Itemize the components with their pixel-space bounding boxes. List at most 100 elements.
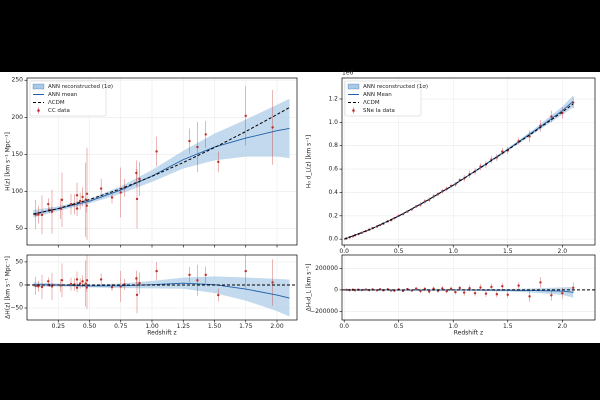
data-point bbox=[454, 290, 457, 294]
plot-area bbox=[33, 86, 290, 240]
y-axis-label: H(z) [km s⁻¹ Mpc⁻¹] bbox=[5, 132, 12, 191]
data-point bbox=[244, 114, 247, 118]
data-point bbox=[204, 133, 207, 136]
y-tick-label: −200000 bbox=[310, 308, 338, 315]
data-point bbox=[473, 291, 477, 295]
data-point bbox=[50, 285, 54, 288]
panel: 0.25 0.50 0.75 1.00 1.25 1.50 1.75 2.00 −50 0 50ΔH… bbox=[5, 254, 298, 337]
data-point bbox=[47, 280, 50, 283]
legend-box bbox=[29, 80, 107, 117]
data-point bbox=[85, 192, 89, 195]
y-axis-label: ΔH(z) [km s⁻¹ Mpc⁻¹] bbox=[5, 256, 12, 319]
data-point bbox=[78, 199, 82, 203]
x-tick-label: 0.0 bbox=[339, 323, 349, 330]
data-point bbox=[204, 273, 207, 277]
data-point bbox=[196, 279, 199, 282]
data-point bbox=[69, 282, 73, 286]
x-tick-label: 0.0 bbox=[339, 248, 349, 255]
line-series bbox=[344, 103, 574, 240]
data-point bbox=[75, 194, 79, 197]
panel: 0.0 0.5 1.0 1.5 2.0 0.0 0.2 0.4 0.6 0.8 1.0 1.2 H₀ d… bbox=[306, 70, 596, 255]
data-point bbox=[99, 187, 103, 190]
data-point bbox=[81, 195, 84, 199]
data-point bbox=[501, 284, 504, 288]
data-point bbox=[539, 281, 542, 284]
data-point bbox=[99, 278, 103, 281]
data-point bbox=[85, 286, 88, 289]
data-point bbox=[458, 286, 461, 290]
data-point bbox=[138, 177, 141, 181]
data-point bbox=[75, 278, 79, 281]
axes-frame bbox=[341, 254, 596, 321]
legend-label: CC data bbox=[48, 108, 70, 114]
x-tick-label: 2.0 bbox=[558, 248, 568, 255]
data-point bbox=[75, 286, 79, 289]
data-point bbox=[40, 213, 44, 217]
legend-label: SNe Ia data bbox=[363, 108, 395, 114]
x-tick-label: 0.5 bbox=[394, 248, 404, 255]
y-tick-label: 50 bbox=[15, 225, 23, 232]
y-tick-label: −50 bbox=[10, 305, 23, 312]
y-tick-label: 0.4 bbox=[328, 189, 338, 196]
data-point bbox=[119, 191, 122, 194]
axes-frame bbox=[26, 254, 298, 321]
data-point bbox=[135, 171, 138, 175]
y-tick-label: 1.2 bbox=[328, 96, 338, 103]
data-point bbox=[528, 295, 531, 298]
line-series bbox=[33, 107, 290, 215]
data-point bbox=[34, 284, 37, 288]
x-tick-label: 1.5 bbox=[503, 248, 513, 255]
legend-box bbox=[344, 80, 422, 117]
data-point bbox=[506, 293, 509, 296]
x-tick-label: 0.50 bbox=[83, 323, 97, 330]
x-axis-label: Redshift z bbox=[454, 330, 483, 337]
data-point bbox=[84, 282, 87, 285]
legend: ANN reconstructed (1σ) ANN Mean ΛCDM SNe Ia… bbox=[344, 80, 428, 117]
data-point bbox=[188, 273, 191, 277]
data-point bbox=[561, 291, 564, 295]
y-tick-label: 50 bbox=[15, 258, 23, 265]
line-series bbox=[344, 101, 574, 240]
data-point bbox=[40, 285, 44, 289]
x-tick-label: 1.5 bbox=[503, 323, 513, 330]
data-point bbox=[484, 292, 488, 295]
y-tick-label: 0.0 bbox=[328, 236, 338, 243]
data-point bbox=[490, 285, 493, 289]
x-tick-label: 2.0 bbox=[558, 323, 568, 330]
data-point bbox=[271, 281, 274, 284]
data-point bbox=[135, 277, 138, 280]
data-point bbox=[78, 282, 82, 285]
data-point bbox=[110, 196, 114, 199]
x-tick-label: 1.0 bbox=[448, 248, 458, 255]
line-series bbox=[33, 128, 290, 215]
legend-label: ANN reconstructed (1σ) bbox=[48, 84, 113, 90]
x-tick-label: 1.00 bbox=[145, 323, 159, 330]
y-tick-label: 0.8 bbox=[328, 142, 338, 149]
y-tick-label: 1.0 bbox=[328, 119, 338, 126]
data-point bbox=[85, 204, 88, 207]
data-point bbox=[462, 291, 466, 294]
data-point bbox=[414, 287, 418, 290]
legend-label: ANN reconstructed (1σ) bbox=[363, 84, 428, 90]
data-point bbox=[85, 279, 89, 282]
axes-frame bbox=[26, 77, 298, 246]
data-point bbox=[244, 269, 247, 273]
legend: ANN reconstructed (1σ) ANN mean ΛCDM CC dat… bbox=[29, 80, 113, 117]
legend-label: ΛCDM bbox=[363, 100, 380, 106]
data-point bbox=[50, 210, 54, 213]
data-point bbox=[155, 150, 158, 153]
data-point bbox=[449, 287, 453, 291]
data-point bbox=[69, 202, 73, 206]
data-point bbox=[135, 293, 139, 297]
data-point bbox=[60, 279, 64, 282]
data-point bbox=[468, 286, 471, 290]
data-point bbox=[196, 145, 199, 149]
data-point bbox=[135, 197, 139, 201]
legend-label: ΛCDM bbox=[48, 100, 65, 106]
data-point bbox=[271, 126, 274, 129]
data-point bbox=[81, 280, 84, 283]
confidence-band bbox=[344, 286, 574, 298]
y-tick-label: 250 bbox=[12, 77, 24, 84]
